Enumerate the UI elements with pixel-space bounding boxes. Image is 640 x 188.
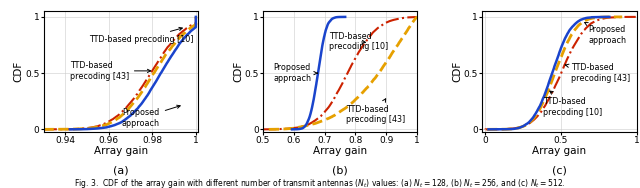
- Y-axis label: CDF: CDF: [13, 61, 24, 82]
- Text: TTD-based precoding [10]: TTD-based precoding [10]: [89, 27, 194, 44]
- Text: TTD-based
precoding [43]: TTD-based precoding [43]: [565, 63, 630, 83]
- X-axis label: Array gain: Array gain: [532, 146, 587, 156]
- Text: (c): (c): [552, 166, 567, 176]
- Text: TTD-based
precoding [43]: TTD-based precoding [43]: [70, 61, 150, 81]
- Text: Proposed
approach: Proposed approach: [274, 63, 317, 83]
- Text: TTD-based
precoding [43]: TTD-based precoding [43]: [346, 99, 405, 124]
- X-axis label: Array gain: Array gain: [313, 146, 367, 156]
- Text: (a): (a): [113, 166, 129, 176]
- Text: Proposed
approach: Proposed approach: [584, 23, 626, 45]
- X-axis label: Array gain: Array gain: [93, 146, 148, 156]
- Text: TTD-based
precoding [10]: TTD-based precoding [10]: [329, 32, 388, 51]
- Y-axis label: CDF: CDF: [233, 61, 243, 82]
- Y-axis label: CDF: CDF: [452, 61, 462, 82]
- Text: Proposed
approach: Proposed approach: [122, 105, 180, 128]
- Text: Fig. 3.  CDF of the array gain with different number of transmit antennas $(N_t): Fig. 3. CDF of the array gain with diffe…: [74, 177, 566, 188]
- Text: TTD-based
precoding [10]: TTD-based precoding [10]: [543, 91, 602, 117]
- Text: (b): (b): [332, 166, 348, 176]
